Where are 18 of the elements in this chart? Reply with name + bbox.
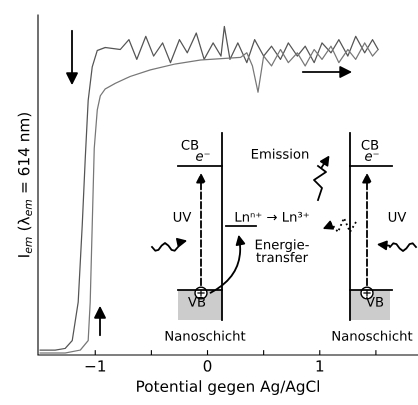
annotation: e⁻ (365, 153, 379, 161)
annotation: VB (366, 297, 384, 307)
x-axis-title: Potential gegen Ag/AgCl (137, 380, 319, 395)
annotation: UV (174, 212, 192, 222)
annotation: Nanoschicht (166, 330, 246, 341)
y-axis-title: I$_{em}$ (λ$_{em}$ = 614 nm) (18, 113, 32, 257)
annotation: UV (388, 212, 406, 222)
x-tick-label: 1 (316, 360, 324, 372)
annotation: VB (188, 297, 206, 307)
annotation: e⁻ (196, 153, 210, 161)
annotation: Lnⁿ⁺ → Ln³⁺ (236, 212, 309, 222)
annotation: Energie- transfer (256, 239, 309, 262)
annotation: CB (362, 140, 378, 150)
annotation: CB (182, 140, 198, 150)
x-tick-label: −1 (86, 360, 106, 372)
annotation: Nanoschicht (332, 330, 412, 341)
x-tick-label: 0 (204, 360, 212, 372)
annotation: Emission (252, 148, 308, 159)
